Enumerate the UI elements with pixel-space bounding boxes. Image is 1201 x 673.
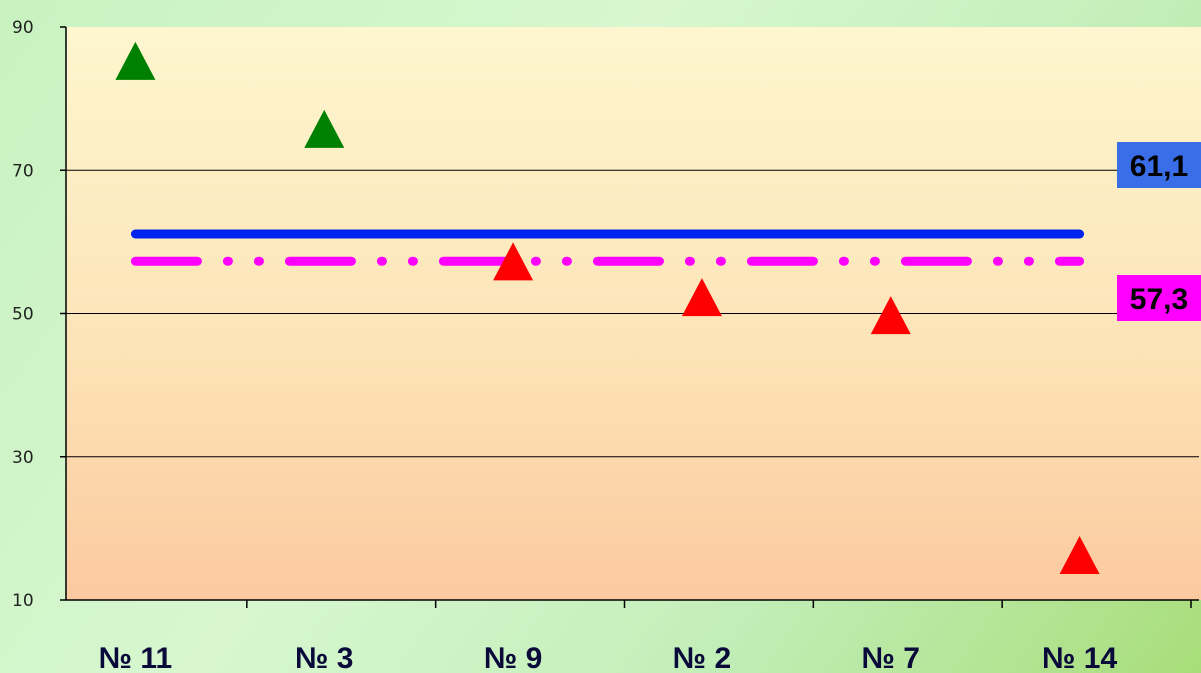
reference-label-box-2 [1117,275,1201,321]
axes [60,26,1199,608]
y-tick-label: 70 [12,161,34,181]
x-tick-label: № 7 [862,642,920,673]
x-tick-label: № 11 [99,642,173,673]
reference-label-box-1 [1117,142,1201,188]
reference-label-2: 57,3 [1130,283,1188,316]
y-tick-label: 50 [12,305,34,325]
data-point [870,296,911,335]
data-point [304,109,345,148]
data-point [493,242,534,281]
x-tick-label: № 2 [673,642,731,673]
y-tick-label: 10 [12,591,34,611]
data-point [681,278,722,317]
data-point [115,41,156,80]
y-tick-label: 30 [12,448,34,468]
labels: 90 70 50 30 10 № 11 № 3 № 9 № 2 № 7 № 14 61,1 57,3 [12,18,1201,673]
data-points [115,41,1100,575]
gridlines [66,169,1199,458]
reference-label-1: 61,1 [1130,150,1188,183]
x-tick-label: № 14 [1042,642,1117,673]
x-tick-label: № 9 [484,642,542,673]
reference-lines [130,229,1085,266]
data-point [1059,536,1100,575]
y-tick-label: 90 [12,18,34,38]
x-tick-label: № 3 [295,642,353,673]
